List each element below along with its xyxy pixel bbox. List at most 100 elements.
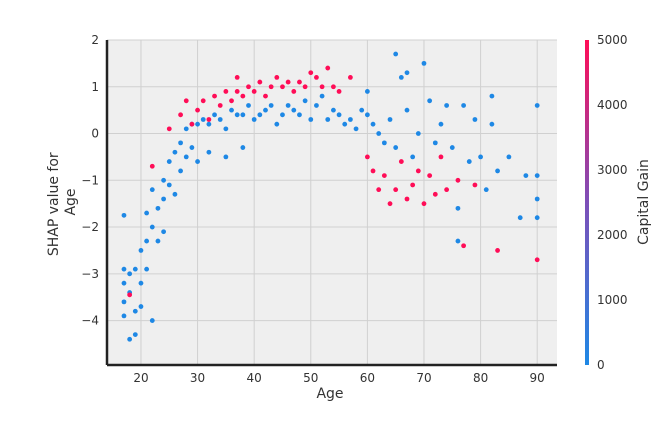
y-tick-label: 1 (91, 80, 99, 94)
scatter-point (478, 154, 483, 160)
scatter-point (432, 140, 438, 146)
scatter-point (381, 140, 387, 146)
scatter-point (132, 332, 138, 338)
scatter-point (121, 266, 127, 272)
scatter-point (455, 177, 461, 183)
scatter-point (166, 159, 172, 164)
scatter-point (291, 107, 297, 113)
scatter-point (427, 98, 433, 104)
scatter-point (268, 103, 274, 108)
scatter-point (178, 140, 183, 146)
colorbar-ticks: 0 1000 2000 3000 4000 5000 (597, 33, 628, 372)
scatter-point (121, 313, 127, 319)
scatter-point (364, 89, 370, 94)
scatter-point (489, 93, 495, 99)
colorbar-tick-label: 5000 (597, 33, 628, 47)
scatter-point (138, 280, 144, 286)
scatter-point (155, 205, 161, 211)
x-tick-label: 70 (416, 371, 431, 385)
scatter-point (483, 187, 489, 193)
scatter-point (138, 248, 144, 253)
scatter-point (342, 121, 348, 127)
scatter-point (347, 117, 353, 122)
scatter-point (393, 51, 399, 57)
y-axis-label: SHAP value for Age (46, 148, 79, 256)
scatter-point (461, 103, 467, 108)
scatter-point (268, 84, 274, 90)
x-tick-label: 30 (190, 371, 205, 385)
scatter-point (132, 266, 138, 272)
scatter-point (206, 149, 212, 155)
scatter-point (121, 212, 127, 218)
scatter-point (432, 191, 438, 197)
scatter-point (398, 159, 404, 164)
scatter-point (149, 224, 155, 230)
scatter-point (161, 229, 167, 235)
scatter-point (217, 117, 223, 122)
scatter-point (234, 75, 240, 80)
scatter-point (534, 257, 540, 263)
scatter-point (506, 154, 512, 160)
scatter-point (455, 205, 461, 211)
x-axis-label: Age (316, 386, 343, 402)
scatter-point (234, 89, 240, 94)
scatter-point (461, 243, 467, 249)
scatter-point (161, 177, 167, 183)
scatter-point (144, 238, 150, 244)
x-tick-label: 90 (530, 371, 545, 385)
tick-labels: 20 30 40 50 60 70 80 90 2 1 0 −1 −2 −3 −4 (81, 33, 545, 385)
scatter-point (523, 173, 529, 179)
scatter-point (229, 98, 234, 104)
scatter-point (404, 196, 410, 202)
scatter-point (195, 159, 200, 164)
scatter-point (285, 103, 291, 108)
scatter-point (200, 117, 206, 122)
scatter-point (336, 112, 342, 118)
scatter-point (319, 84, 325, 90)
scatter-point (217, 103, 223, 108)
scatter-point (404, 107, 410, 113)
scatter-point (364, 112, 370, 118)
scatter-point (138, 304, 144, 309)
scatter-point (149, 163, 155, 169)
data-points (121, 51, 540, 342)
scatter-point (285, 79, 291, 85)
scatter-point (206, 121, 212, 127)
scatter-point (183, 154, 189, 160)
colorbar-tick-label: 3000 (597, 163, 628, 177)
scatter-point (257, 112, 263, 118)
scatter-point (427, 173, 433, 179)
scatter-point (455, 238, 461, 244)
scatter-point (121, 299, 127, 305)
colorbar (585, 40, 589, 365)
scatter-point (246, 103, 251, 108)
colorbar-label: Capital Gain (636, 159, 652, 245)
y-axis-label-line-2: Age (63, 188, 79, 215)
scatter-point (127, 336, 133, 342)
scatter-point (472, 117, 478, 122)
scatter-point (263, 93, 268, 99)
colorbar-tick-label: 0 (597, 358, 605, 372)
scatter-point (393, 187, 399, 193)
scatter-point (421, 201, 427, 207)
scatter-point (195, 107, 200, 113)
scatter-point (183, 98, 189, 104)
x-tick-label: 60 (360, 371, 375, 385)
scatter-point (200, 98, 206, 104)
scatter-point (495, 248, 500, 253)
scatter-point (381, 173, 387, 179)
scatter-point (149, 318, 155, 323)
y-tick-label: −2 (81, 220, 99, 234)
scatter-point (274, 121, 280, 127)
scatter-point (127, 292, 133, 298)
scatter-point (495, 168, 500, 174)
y-tick-label: −1 (81, 173, 99, 187)
scatter-point (393, 145, 399, 150)
colorbar-tick-label: 2000 (597, 228, 628, 242)
scatter-point (449, 145, 455, 150)
scatter-point (240, 112, 246, 118)
scatter-point (398, 75, 404, 80)
scatter-point (149, 187, 155, 193)
scatter-point (280, 84, 285, 90)
